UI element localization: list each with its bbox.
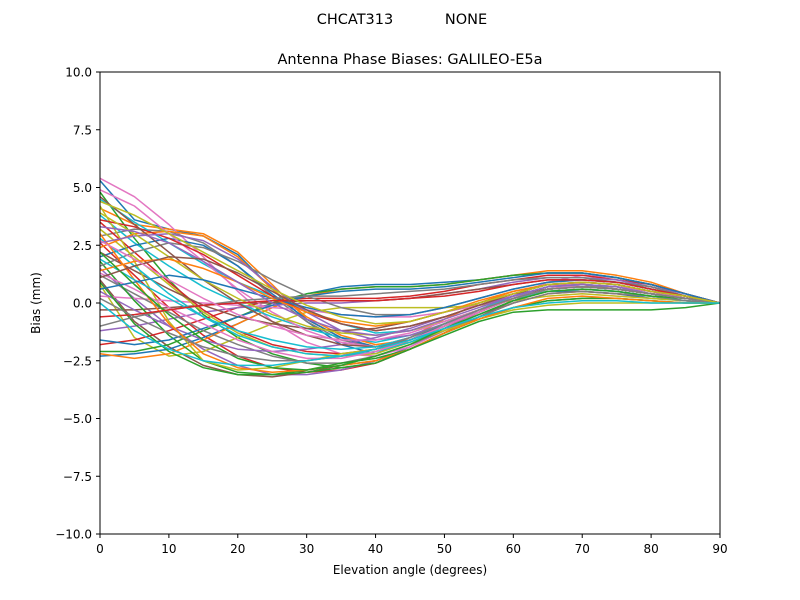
- y-tick-label: −5.0: [63, 412, 92, 426]
- y-tick-label: −2.5: [63, 354, 92, 368]
- series-line-48: [100, 286, 720, 362]
- suptitle-antenna: CHCAT313: [317, 12, 393, 28]
- x-tick-label: 10: [161, 542, 176, 556]
- y-tick-label: 10.0: [65, 66, 92, 80]
- chart-title: Antenna Phase Biases: GALILEO-E5a: [278, 52, 543, 68]
- x-tick-label: 20: [230, 542, 245, 556]
- series-line-7: [100, 177, 720, 357]
- x-axis-ticks: 0 10 20 30 40 50 60 70 80 90: [96, 534, 728, 556]
- x-tick-label: 70: [575, 542, 590, 556]
- x-tick-label: 50: [437, 542, 452, 556]
- series-line-44: [100, 279, 720, 318]
- x-tick-label: 90: [712, 542, 727, 556]
- series-line-45: [100, 226, 720, 337]
- x-axis-label: Elevation angle (degrees): [333, 563, 487, 577]
- x-tick-label: 60: [506, 542, 521, 556]
- y-tick-label: −10.0: [55, 528, 92, 542]
- series-line-33: [100, 281, 720, 376]
- y-tick-label: 2.5: [73, 239, 92, 253]
- x-tick-label: 30: [299, 542, 314, 556]
- series-line-43: [100, 251, 720, 371]
- x-tick-label: 0: [96, 542, 104, 556]
- y-tick-label: 7.5: [73, 123, 92, 137]
- series-line-9: [100, 284, 720, 357]
- series-line-50: [100, 299, 720, 367]
- x-tick-label: 80: [643, 542, 658, 556]
- y-tick-label: 0.0: [73, 297, 92, 311]
- x-tick-label: 40: [368, 542, 383, 556]
- y-tick-label: 5.0: [73, 181, 92, 195]
- series-layer: [100, 177, 720, 378]
- suptitle-radome: NONE: [445, 12, 487, 28]
- y-axis-ticks: 10.0 7.5 5.0 2.5 0.0 −2.5 −5.0 −7.5 −10.0: [55, 66, 100, 542]
- y-axis-label: Bias (mm): [29, 272, 43, 334]
- series-line-31: [100, 272, 720, 346]
- y-tick-label: −7.5: [63, 470, 92, 484]
- series-line-49: [100, 200, 720, 325]
